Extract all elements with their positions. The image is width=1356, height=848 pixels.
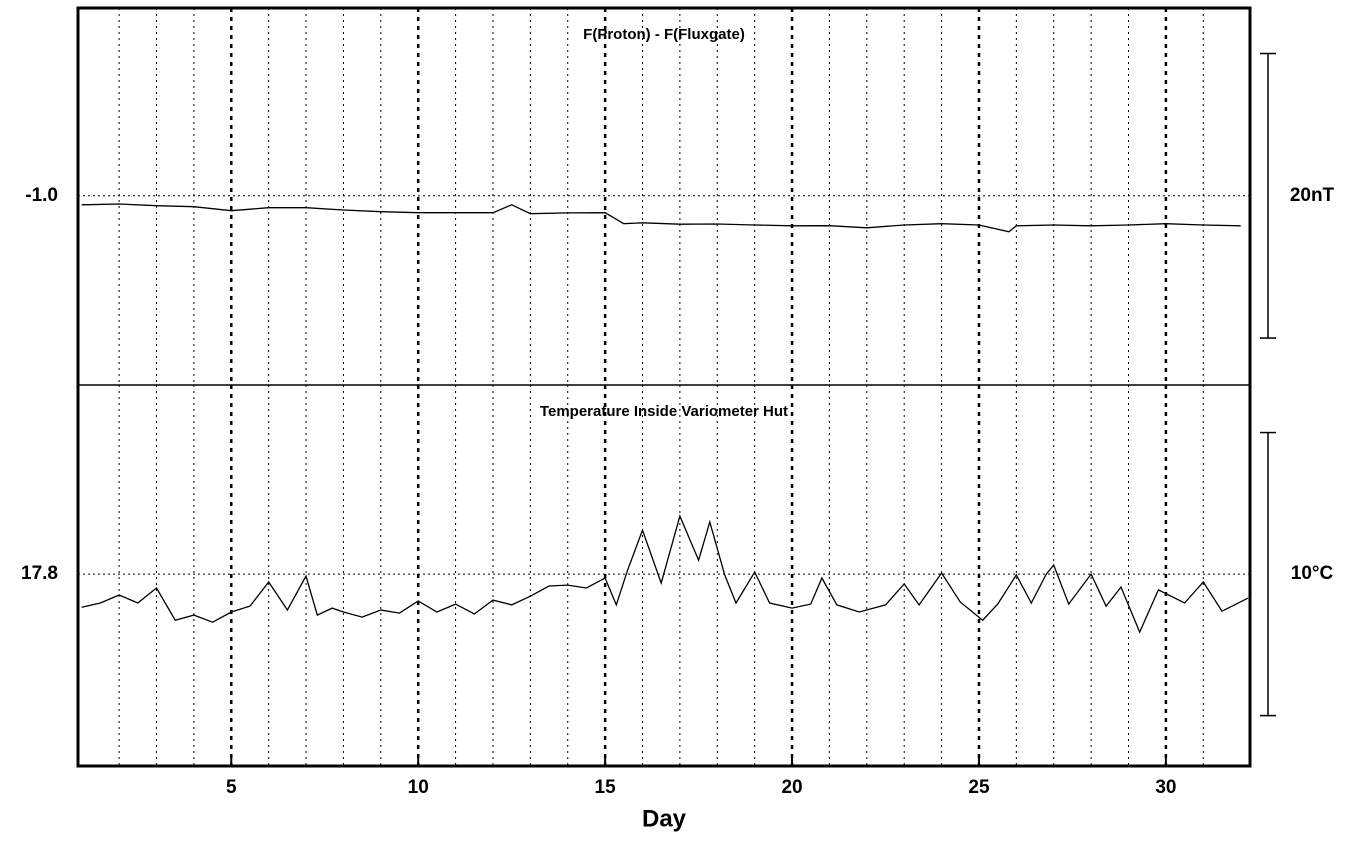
y-tick-label: -1.0 (25, 185, 58, 206)
plot-frame (76, 6, 1252, 768)
x-tick-label: 30 (1155, 777, 1176, 798)
panel-title: F(Proton) - F(Fluxgate) (583, 26, 745, 43)
x-tick-label: 25 (968, 777, 990, 798)
data-line (81, 514, 1249, 634)
scale-bar-label: 10°C (1291, 563, 1334, 584)
x-tick-label: 5 (226, 777, 237, 798)
x-tick-label: 15 (595, 777, 617, 798)
y-tick-label: 17.8 (21, 563, 58, 584)
scale-bar-label: 20nT (1290, 185, 1335, 206)
x-tick-label: 20 (781, 777, 802, 798)
x-tick-label: 10 (408, 777, 429, 798)
x-axis-label: Day (642, 805, 687, 832)
panel-title: Temperature Inside Variometer Hut (540, 403, 788, 420)
data-line (81, 203, 1241, 233)
